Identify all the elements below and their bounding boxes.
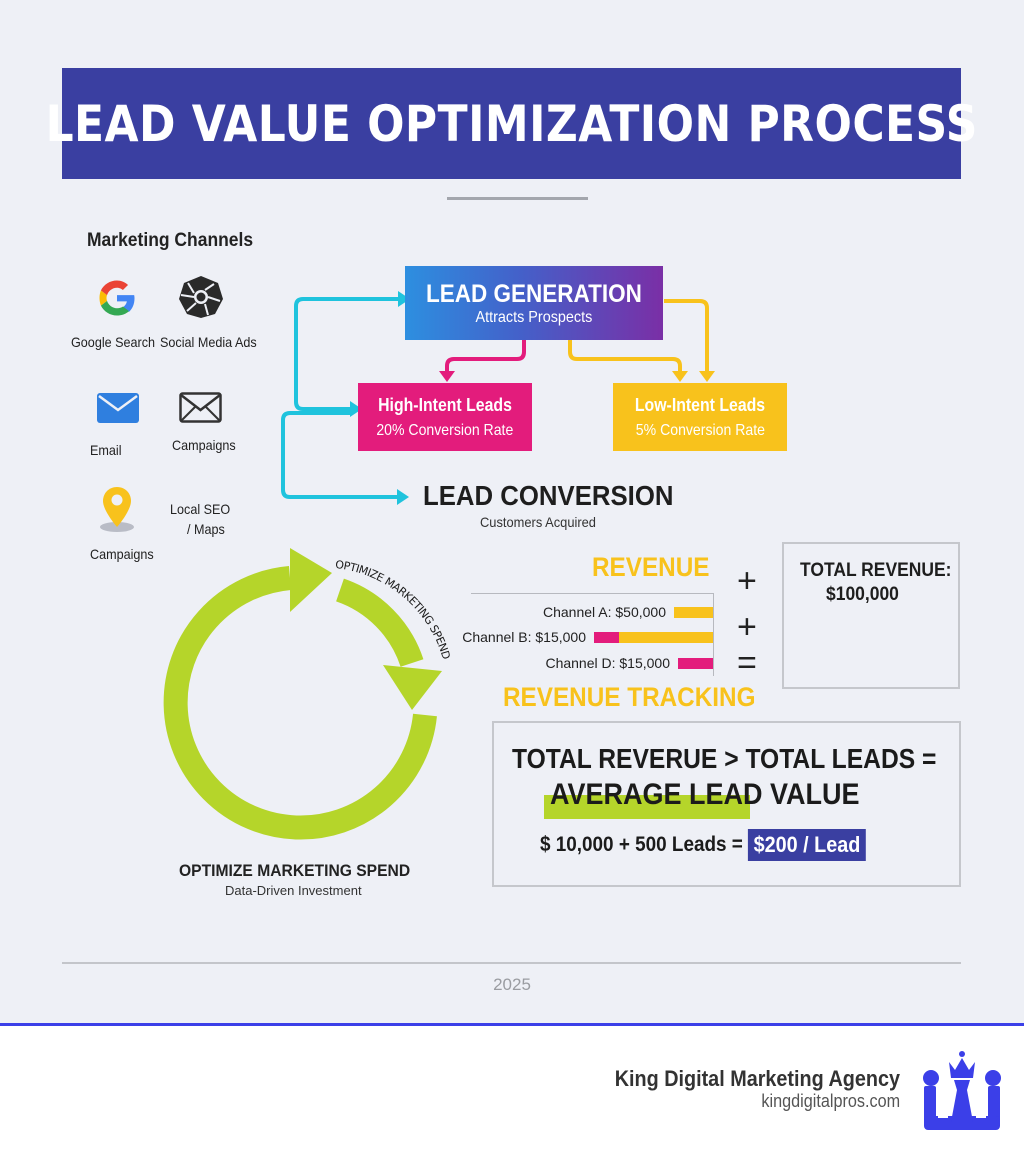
high-intent-rate: 20% Conversion Rate bbox=[376, 421, 514, 439]
plus-operator: + bbox=[737, 608, 757, 646]
channel-label-campaigns-2: Campaigns bbox=[90, 546, 154, 562]
formula-line-1: TOTAL REVERUE > TOTAL LEADS = bbox=[512, 743, 937, 774]
lead-generation-subtitle: Attracts Prospects bbox=[475, 308, 593, 326]
camera-aperture-icon bbox=[179, 276, 223, 318]
low-intent-rate: 5% Conversion Rate bbox=[635, 421, 765, 439]
revenue-label-channel-b: Channel B: $15,000 bbox=[462, 629, 586, 645]
google-g-icon bbox=[99, 280, 135, 316]
low-intent-box: Low-Intent Leads 5% Conversion Rate bbox=[613, 383, 787, 451]
brand-url-link[interactable]: kingdigitalpros.com bbox=[761, 1091, 900, 1111]
optimization-cycle-icon: OPTIMIZE MARKETING SPEND bbox=[163, 548, 453, 840]
channel-label-maps: / Maps bbox=[187, 521, 225, 537]
lead-value-formula-box: TOTAL REVERUE > TOTAL LEADS = AVERAGE LE… bbox=[492, 721, 961, 887]
revenue-bar-chart: Channel A: $50,000 Channel B: $15,000 Ch… bbox=[462, 593, 714, 676]
revenue-tracking-title: REVENUE TRACKING bbox=[503, 682, 756, 712]
revenue-row-channel-d: Channel D: $15,000 bbox=[545, 655, 713, 671]
bottom-divider bbox=[62, 962, 961, 964]
total-revenue-box: TOTAL REVENUE: $100,000 bbox=[782, 542, 960, 689]
high-intent-box: High-Intent Leads 20% Conversion Rate bbox=[358, 383, 532, 451]
revenue-bar-channel-a bbox=[674, 606, 713, 618]
king-crown-logo-icon bbox=[921, 1050, 1003, 1132]
channel-label-campaigns: Campaigns bbox=[172, 437, 236, 453]
map-pin-icon bbox=[100, 487, 134, 532]
outline-envelope-icon bbox=[179, 392, 222, 423]
blue-envelope-icon bbox=[97, 393, 139, 423]
lead-conversion-subtitle: Customers Acquired bbox=[480, 514, 596, 530]
lead-generation-title: LEAD GENERATION bbox=[426, 279, 642, 308]
cycle-subtitle: Data-Driven Investment bbox=[225, 883, 362, 898]
revenue-bar-channel-b bbox=[594, 631, 713, 643]
year-label: 2025 bbox=[493, 975, 531, 994]
channels-heading: Marketing Channels bbox=[87, 230, 254, 251]
channel-label-google-search: Google Search bbox=[71, 334, 156, 350]
formula-line-3: $ 10,000 + 500 Leads = $200 / Lead bbox=[540, 829, 866, 861]
brand-name: King Digital Marketing Agency bbox=[614, 1066, 900, 1091]
formula-calculation: $ 10,000 + 500 Leads = bbox=[540, 833, 743, 856]
title-divider bbox=[447, 197, 588, 200]
highlight-marker bbox=[544, 795, 750, 819]
lead-generation-box: LEAD GENERATION Attracts Prospects bbox=[405, 266, 663, 340]
revenue-bar-channel-d bbox=[678, 657, 713, 669]
revenue-title: REVENUE bbox=[592, 552, 710, 582]
title-banner: LEAD VALUE OPTIMIZATION PROCESS bbox=[45, 68, 977, 179]
total-revenue-label: TOTAL REVENUE: bbox=[800, 560, 952, 581]
revenue-row-channel-a: Channel A: $50,000 bbox=[543, 604, 713, 620]
channel-label-email: Email bbox=[90, 442, 122, 458]
total-revenue-value: $100,000 bbox=[826, 584, 899, 605]
equals-operator: = bbox=[737, 644, 757, 682]
infographic-canvas: LEAD VALUE OPTIMIZATION PROCESS Marketin… bbox=[0, 0, 1024, 1024]
channel-label-social-media-ads: Social Media Ads bbox=[160, 334, 257, 350]
plus-operator: + bbox=[737, 562, 757, 600]
revenue-label-channel-d: Channel D: $15,000 bbox=[545, 655, 670, 671]
page-title: LEAD VALUE OPTIMIZATION PROCESS bbox=[45, 94, 978, 153]
revenue-row-channel-b: Channel B: $15,000 bbox=[462, 629, 713, 645]
revenue-label-channel-a: Channel A: $50,000 bbox=[543, 604, 666, 620]
high-intent-title: High-Intent Leads bbox=[378, 394, 512, 415]
formula-line-2: AVERAGE LEAD VALUE bbox=[550, 778, 860, 811]
formula-result-badge: $200 / Lead bbox=[748, 829, 866, 861]
low-intent-title: Low-Intent Leads bbox=[634, 394, 766, 415]
lead-conversion-title: LEAD CONVERSION bbox=[423, 480, 674, 511]
cycle-title: OPTIMIZE MARKETING SPEND bbox=[179, 861, 411, 880]
channel-label-local-seo: Local SEO bbox=[170, 501, 231, 517]
flow-connectors bbox=[281, 291, 715, 505]
footer-accent-line bbox=[0, 1023, 1024, 1026]
